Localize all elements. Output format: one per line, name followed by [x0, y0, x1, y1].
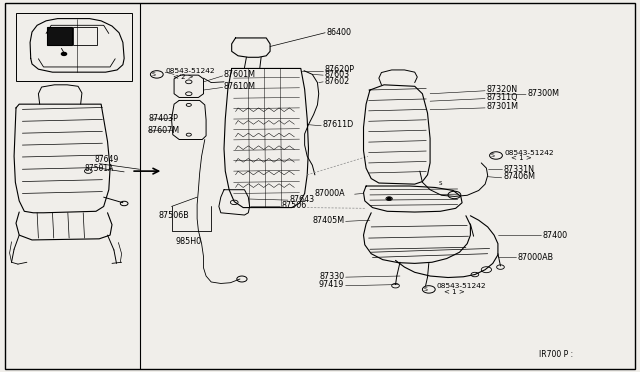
Text: S: S	[491, 153, 495, 158]
FancyBboxPatch shape	[5, 3, 635, 369]
Text: < 1 >: < 1 >	[511, 155, 531, 161]
FancyBboxPatch shape	[73, 27, 97, 45]
Circle shape	[61, 52, 67, 55]
Text: 86400: 86400	[326, 28, 351, 37]
Text: 87320N: 87320N	[486, 85, 518, 94]
Text: 87610M: 87610M	[224, 82, 256, 91]
Text: 87000AB: 87000AB	[517, 253, 553, 262]
Text: 08543-51242: 08543-51242	[436, 283, 486, 289]
Text: 87000A: 87000A	[315, 189, 346, 198]
Text: 87301M: 87301M	[486, 102, 518, 111]
Text: 87300M: 87300M	[527, 89, 559, 98]
Text: IR700 P :: IR700 P :	[539, 350, 573, 359]
Text: 87405M: 87405M	[312, 216, 344, 225]
Text: 87311Q: 87311Q	[486, 93, 518, 102]
Text: 87620P: 87620P	[324, 65, 355, 74]
Text: 87603: 87603	[324, 70, 349, 79]
Text: 87506B: 87506B	[159, 211, 189, 219]
Text: 985H0: 985H0	[176, 237, 202, 246]
Text: S: S	[152, 72, 156, 77]
Text: 87331N: 87331N	[503, 165, 534, 174]
Text: 87643: 87643	[289, 195, 314, 203]
Text: 87607M: 87607M	[147, 126, 179, 135]
Text: 87506: 87506	[282, 201, 307, 210]
FancyBboxPatch shape	[47, 27, 72, 45]
Text: 87602: 87602	[324, 77, 349, 86]
Text: 97419: 97419	[319, 280, 344, 289]
Text: 87406M: 87406M	[503, 172, 535, 181]
Circle shape	[387, 198, 391, 200]
Text: 87501A: 87501A	[84, 164, 114, 173]
Text: 87400: 87400	[543, 231, 568, 240]
Text: 87601M: 87601M	[224, 70, 256, 79]
Text: 87330: 87330	[319, 272, 344, 280]
Text: S: S	[424, 287, 428, 292]
FancyBboxPatch shape	[16, 13, 132, 81]
Text: S: S	[438, 180, 442, 186]
Text: < 1 >: < 1 >	[444, 289, 465, 295]
Text: 87403P: 87403P	[148, 114, 179, 123]
Text: 08543-51242: 08543-51242	[504, 150, 554, 155]
Text: 87649: 87649	[95, 155, 119, 164]
Text: 87611D: 87611D	[323, 120, 354, 129]
Text: < 2 >: < 2 >	[173, 74, 193, 80]
Text: 08543-51242: 08543-51242	[165, 68, 215, 74]
